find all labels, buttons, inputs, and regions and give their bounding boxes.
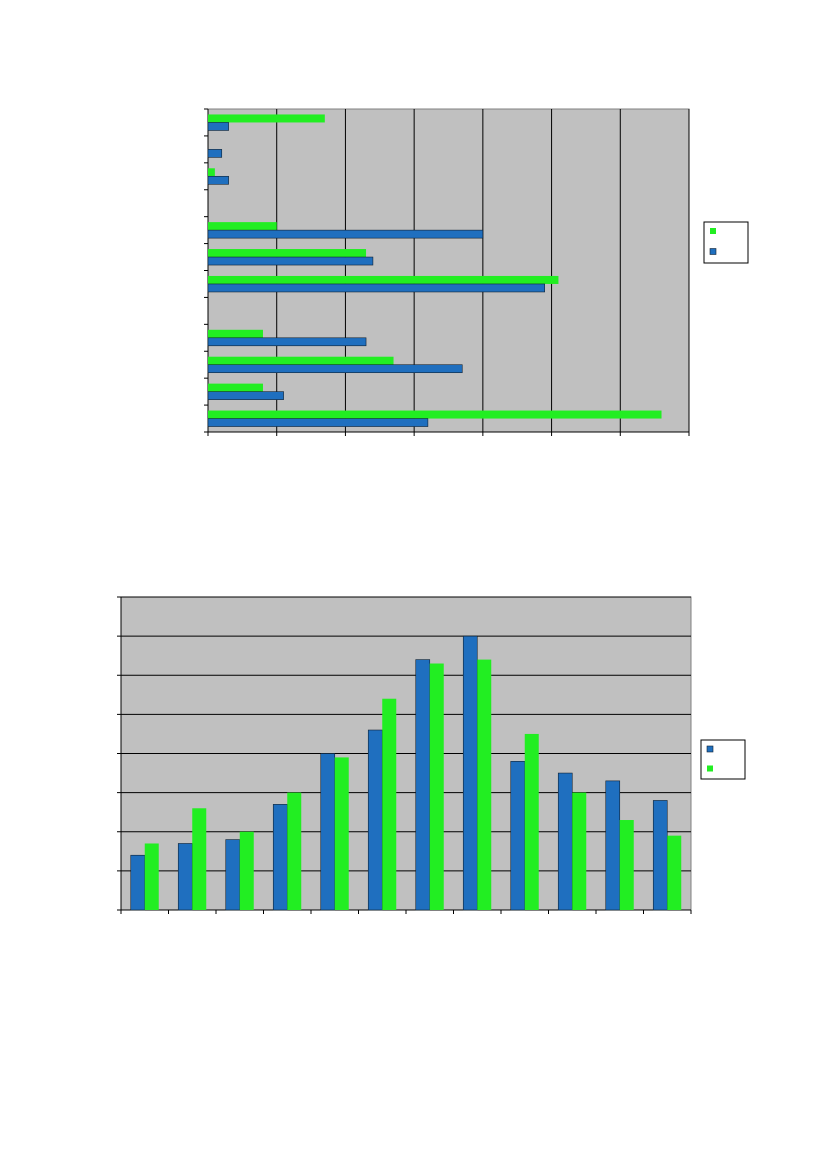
bar — [208, 168, 215, 177]
bar — [334, 757, 349, 910]
bar — [207, 149, 223, 158]
bar — [239, 831, 254, 910]
bar — [367, 729, 383, 911]
bar — [415, 659, 431, 911]
bar — [557, 772, 573, 911]
bar — [287, 792, 302, 910]
legend-swatch — [706, 745, 714, 753]
bar — [208, 222, 277, 231]
plot-area — [207, 108, 690, 433]
bar — [208, 329, 263, 338]
bar — [207, 283, 546, 293]
bar — [207, 256, 374, 266]
bar — [272, 804, 288, 911]
bar — [572, 792, 587, 910]
bar — [144, 843, 159, 910]
bar — [605, 780, 621, 911]
bar — [192, 808, 207, 910]
bar — [207, 337, 367, 347]
bar — [177, 843, 193, 911]
bar — [462, 635, 478, 911]
bar — [510, 761, 526, 911]
bar — [320, 753, 336, 911]
legend-swatch — [707, 765, 713, 772]
bar — [382, 698, 397, 910]
bar — [429, 663, 444, 910]
bar — [208, 383, 263, 392]
bar — [208, 356, 394, 365]
bar — [207, 391, 284, 400]
bar — [208, 275, 559, 284]
bar — [207, 175, 229, 185]
legend-swatch — [709, 248, 717, 255]
bar — [208, 114, 325, 123]
bar — [619, 820, 634, 910]
bar — [652, 800, 668, 911]
bar — [207, 229, 484, 239]
bar — [524, 733, 539, 910]
bar — [130, 854, 146, 911]
bar — [225, 839, 241, 911]
legend-swatch — [710, 228, 716, 234]
bar — [208, 410, 662, 419]
bar — [477, 659, 492, 910]
bar — [207, 364, 463, 374]
bar — [207, 418, 429, 427]
bar — [208, 249, 367, 258]
bar — [667, 835, 682, 910]
bar — [207, 122, 229, 131]
